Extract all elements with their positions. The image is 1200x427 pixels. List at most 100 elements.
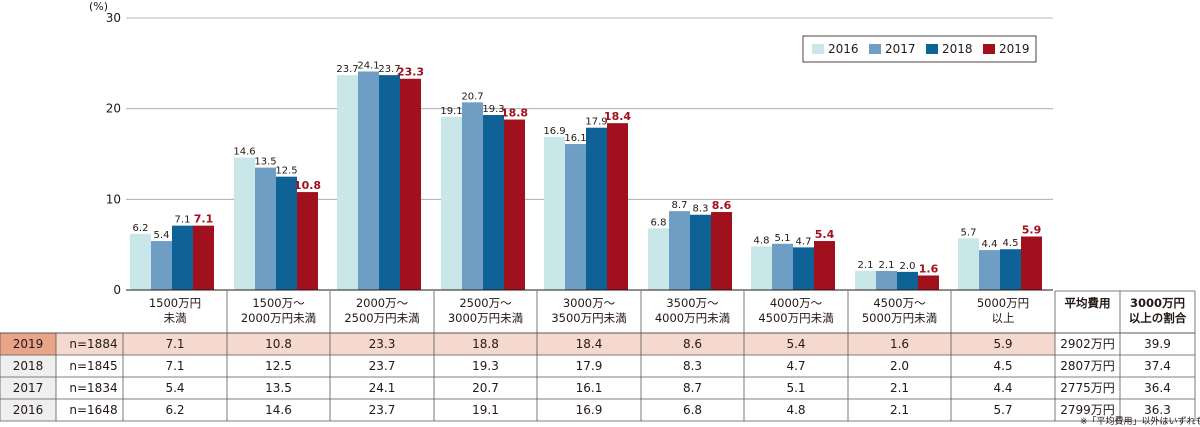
y-tick-label: 10 bbox=[106, 192, 121, 206]
table-extra-header: 3000万円 bbox=[1130, 296, 1185, 310]
bar-value-label: 7.1 bbox=[175, 215, 191, 226]
bar-value-label: 23.7 bbox=[378, 64, 400, 75]
bar-value-label: 2.0 bbox=[900, 261, 916, 272]
y-axis-unit: (%) bbox=[89, 0, 108, 13]
bar-2018 bbox=[793, 247, 814, 290]
bar-value-label: 10.8 bbox=[294, 179, 321, 192]
bar-value-label: 23.3 bbox=[397, 66, 424, 79]
table-cell: 6.2 bbox=[165, 403, 184, 417]
table-cell: 8.3 bbox=[683, 359, 702, 373]
table-row-year: 2016 bbox=[13, 403, 44, 417]
bar-value-label: 8.3 bbox=[693, 204, 709, 215]
bar-value-label: 7.1 bbox=[194, 213, 214, 226]
table-cell: 18.4 bbox=[576, 337, 603, 351]
legend-label-2016: 2016 bbox=[828, 42, 859, 56]
table-cell-ratio: 37.4 bbox=[1144, 359, 1171, 373]
bar-value-label: 2.1 bbox=[858, 260, 874, 271]
table-header-label: 3000万円未満 bbox=[448, 311, 523, 325]
bar-value-label: 5.7 bbox=[961, 227, 977, 238]
table-header-label: 3000万～ bbox=[563, 296, 616, 310]
table-cell: 20.7 bbox=[472, 381, 499, 395]
table-cell: 2.1 bbox=[890, 381, 909, 395]
table-cell: 5.9 bbox=[993, 337, 1012, 351]
bar-value-label: 23.7 bbox=[336, 64, 358, 75]
table-header-label: 3500万円未満 bbox=[551, 311, 626, 325]
bar-value-label: 18.8 bbox=[501, 107, 528, 120]
highlight-row-bg bbox=[123, 333, 1055, 355]
table-cell: 18.8 bbox=[472, 337, 499, 351]
table-header-label: 5000万円未満 bbox=[862, 311, 937, 325]
bar-2017 bbox=[979, 250, 1000, 290]
legend-box bbox=[802, 35, 1037, 63]
bar-2016 bbox=[130, 233, 151, 290]
legend-swatch-2017 bbox=[869, 44, 881, 54]
table-cell: 4.5 bbox=[993, 359, 1012, 373]
bar-2017 bbox=[255, 167, 276, 290]
bar-value-label: 8.6 bbox=[712, 199, 732, 212]
table-header-label: 2500万円未満 bbox=[344, 311, 419, 325]
bar-value-label: 18.4 bbox=[604, 110, 631, 123]
table-cell: 12.5 bbox=[265, 359, 292, 373]
table-cell: 5.1 bbox=[786, 381, 805, 395]
bar-2017 bbox=[151, 241, 172, 290]
table-cell: 5.4 bbox=[786, 337, 805, 351]
table-header-label: 以上 bbox=[992, 311, 1015, 325]
bar-2018 bbox=[379, 75, 400, 291]
table-cell: 6.8 bbox=[683, 403, 702, 417]
year-cell-bg bbox=[0, 355, 56, 377]
table-row-n: n=1834 bbox=[69, 381, 117, 395]
bar-value-label: 16.1 bbox=[564, 133, 586, 144]
bar-2019 bbox=[814, 241, 835, 290]
bar-value-label: 12.5 bbox=[275, 166, 297, 177]
table-header-label: 未満 bbox=[164, 311, 187, 325]
bar-2017 bbox=[772, 243, 793, 290]
bar-value-label: 5.1 bbox=[775, 233, 791, 244]
table-header-label: 3500万～ bbox=[666, 296, 719, 310]
bar-2017 bbox=[565, 144, 586, 290]
bar-2016 bbox=[441, 116, 462, 291]
bar-value-label: 6.8 bbox=[651, 217, 667, 228]
table-cell: 7.1 bbox=[165, 359, 184, 373]
table-cell-avg: 2807万円 bbox=[1060, 359, 1115, 373]
table-header-label: 2000万～ bbox=[356, 296, 409, 310]
legend-label-2018: 2018 bbox=[942, 42, 973, 56]
table-cell: 5.7 bbox=[993, 403, 1012, 417]
bar-2018 bbox=[276, 176, 297, 290]
bar-value-label: 4.7 bbox=[796, 236, 812, 247]
table-cell: 23.3 bbox=[369, 337, 396, 351]
table-extra-header: 平均費用 bbox=[1065, 296, 1111, 310]
table-row-year: 2018 bbox=[13, 359, 44, 373]
bar-2017 bbox=[876, 270, 897, 290]
highlight-n-bg bbox=[56, 333, 123, 355]
bar-2019 bbox=[504, 119, 525, 291]
bar-2018 bbox=[690, 214, 711, 290]
bar-2018 bbox=[483, 115, 504, 290]
y-tick-label: 20 bbox=[106, 102, 121, 116]
bar-2019 bbox=[1021, 236, 1042, 290]
table-header-label: 2500万～ bbox=[459, 296, 512, 310]
bar-2017 bbox=[669, 211, 690, 290]
bar-value-label: 19.1 bbox=[440, 106, 462, 117]
bar-2016 bbox=[648, 228, 669, 290]
y-tick-label: 0 bbox=[113, 283, 121, 297]
bar-2019 bbox=[711, 212, 732, 290]
bar-value-label: 4.5 bbox=[1003, 238, 1019, 249]
table-cell-avg: 2799万円 bbox=[1060, 403, 1115, 417]
bar-2016 bbox=[337, 75, 358, 291]
table-extra-header: 以上の割合 bbox=[1129, 311, 1187, 325]
bar-2018 bbox=[172, 225, 193, 290]
bar-2017 bbox=[462, 102, 483, 290]
table-cell: 4.8 bbox=[786, 403, 805, 417]
bar-2019 bbox=[607, 123, 628, 290]
table-cell: 23.7 bbox=[369, 359, 396, 373]
table-cell: 2.1 bbox=[890, 403, 909, 417]
table-cell: 5.4 bbox=[165, 381, 184, 395]
bar-2017 bbox=[358, 71, 379, 290]
bar-value-label: 24.1 bbox=[357, 60, 379, 71]
bar-value-label: 4.8 bbox=[754, 235, 770, 246]
year-cell-bg bbox=[0, 377, 56, 399]
table-cell: 19.3 bbox=[472, 359, 499, 373]
table-cell: 14.6 bbox=[265, 403, 292, 417]
table-header-label: 4500万～ bbox=[873, 296, 926, 310]
table-header-label: 4000万円未満 bbox=[655, 311, 730, 325]
